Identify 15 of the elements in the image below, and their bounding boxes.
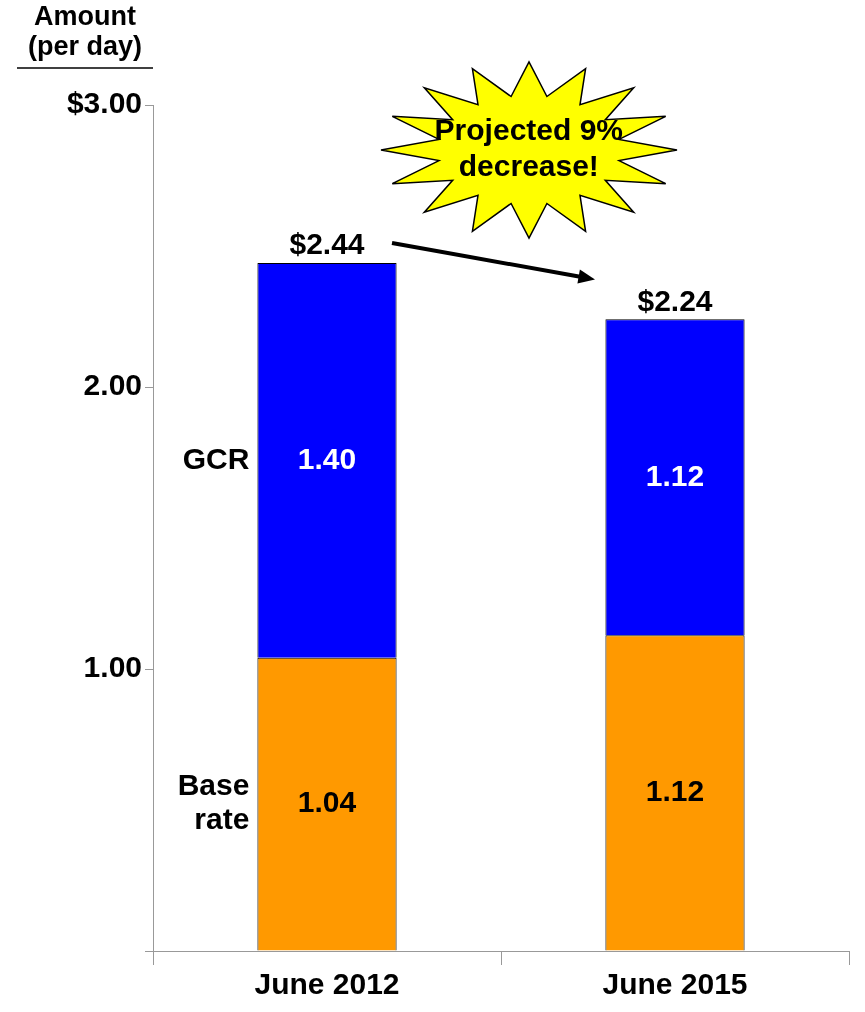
series-label: GCR <box>182 441 250 475</box>
y-axis-title: Amount (per day) <box>27 1 143 62</box>
total-label: $2.44 <box>289 227 365 261</box>
y-tick-label: 1.00 <box>83 650 142 684</box>
annotation: Projected 9% decrease! <box>433 112 625 184</box>
x-tick-label: June 2012 <box>254 967 400 1001</box>
data-label: 1.12 <box>645 458 705 492</box>
data-label: 1.40 <box>297 441 357 475</box>
series-label: Base rate <box>177 768 250 836</box>
x-tick-label: June 2015 <box>602 967 748 1001</box>
data-label: 1.12 <box>645 774 705 808</box>
data-label: 1.04 <box>297 785 357 819</box>
total-label: $2.24 <box>637 283 713 317</box>
y-tick-label: $3.00 <box>66 86 142 120</box>
y-tick-label: 2.00 <box>83 368 142 402</box>
